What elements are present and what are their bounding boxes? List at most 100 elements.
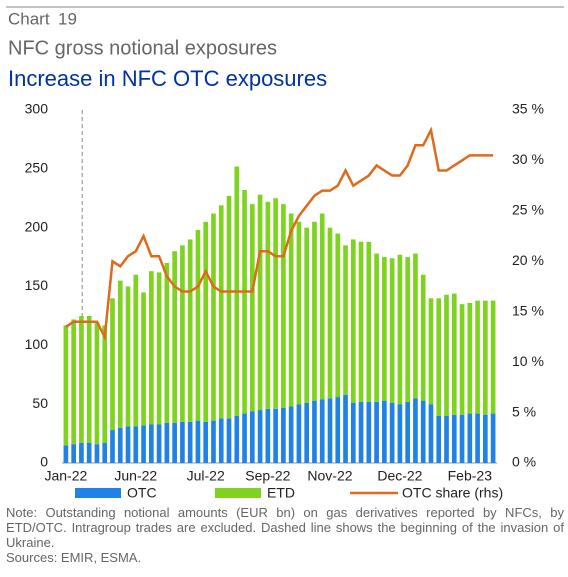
bar: [226, 418, 232, 463]
bar: [242, 413, 247, 463]
y2-tick-label: 10 %: [512, 353, 544, 369]
bar: [413, 253, 418, 399]
bar: [110, 430, 115, 463]
bar: [86, 442, 92, 463]
bar: [405, 257, 410, 402]
bar: [374, 401, 379, 463]
bar: [149, 271, 154, 425]
bar: [102, 325, 108, 443]
bar: [312, 400, 317, 463]
bar: [467, 413, 473, 463]
bar: [475, 413, 480, 463]
bar: [79, 442, 84, 463]
chart-title: NFC gross notional exposures: [8, 37, 277, 59]
x-tick-label: Jun-22: [114, 468, 157, 484]
bar: [327, 398, 333, 463]
bar: [79, 315, 84, 443]
bar: [273, 198, 278, 409]
bar: [164, 422, 170, 463]
y2-tick-label: 5 %: [512, 403, 536, 419]
bar: [428, 404, 434, 463]
bar: [288, 406, 294, 463]
bar: [218, 205, 224, 419]
bar: [218, 418, 224, 463]
chart-number: 19: [58, 9, 77, 28]
x-tick-label: Dec-22: [377, 468, 422, 484]
bar: [366, 241, 372, 402]
bar: [335, 397, 341, 463]
x-tick-label: Feb-23: [448, 468, 493, 484]
y2-tick-label: 15 %: [512, 302, 544, 318]
bar: [428, 298, 434, 405]
bar: [475, 300, 480, 414]
bar: [451, 414, 457, 463]
bar: [451, 293, 457, 415]
bar: [281, 204, 286, 408]
legend-swatch: [215, 488, 261, 498]
y-tick-label: 150: [25, 277, 49, 293]
bar: [343, 394, 348, 463]
bar: [319, 399, 325, 463]
bar: [117, 280, 123, 428]
y-tick-label: 200: [25, 218, 49, 234]
bar: [397, 254, 403, 405]
y-tick-label: 250: [25, 160, 49, 176]
bar: [420, 400, 426, 463]
bar: [319, 213, 325, 400]
y2-tick-label: 30 %: [512, 151, 544, 167]
bar: [304, 402, 310, 463]
y2-tick-label: 35 %: [512, 101, 544, 117]
legend-swatch: [75, 488, 121, 498]
bar: [490, 413, 496, 463]
bar: [257, 194, 263, 411]
bar: [265, 408, 271, 463]
bar: [257, 410, 263, 463]
bar: [141, 425, 146, 463]
bar: [444, 415, 449, 463]
y2-tick-label: 25 %: [512, 202, 544, 218]
sources: Sources: EMIR, ESMA.: [6, 550, 142, 565]
bar: [117, 427, 123, 463]
bar: [242, 190, 247, 414]
bar: [296, 221, 302, 405]
legend-label: OTC share (rhs): [402, 485, 503, 501]
bar: [86, 315, 92, 443]
bar: [374, 253, 379, 402]
y-tick-label: 100: [25, 336, 49, 352]
bar: [133, 426, 139, 463]
bar: [358, 241, 364, 402]
bar: [94, 444, 100, 463]
bar: [312, 221, 317, 401]
bar: [110, 298, 115, 431]
bar: [483, 414, 488, 463]
bar: [366, 401, 372, 463]
bar: [405, 401, 410, 463]
notes: Note: Outstanding notional amounts (EUR …: [6, 505, 564, 565]
bar: [63, 325, 69, 446]
bar: [288, 213, 294, 407]
bar: [133, 274, 139, 427]
bar: [172, 422, 177, 463]
y2-tick-label: 20 %: [512, 252, 544, 268]
bar: [382, 257, 387, 401]
bar: [149, 424, 154, 463]
x-tick-label: Sep-22: [245, 468, 290, 484]
bar: [413, 398, 418, 463]
bar: [397, 404, 403, 463]
note: Note: Outstanding notional amounts (EUR …: [6, 505, 564, 550]
bar: [71, 444, 76, 463]
bar: [156, 424, 162, 463]
bar: [226, 195, 232, 419]
line: [65, 126, 494, 342]
bar: [71, 319, 76, 445]
bar: [249, 411, 255, 463]
bar: [389, 402, 395, 463]
bar: [350, 402, 356, 463]
bar: [490, 300, 496, 414]
x-tick-label: Jan-22: [44, 468, 87, 484]
bar: [420, 274, 426, 401]
bar: [273, 408, 278, 463]
y-tick-label: 0: [40, 454, 48, 470]
legend-label: ETD: [267, 485, 295, 501]
